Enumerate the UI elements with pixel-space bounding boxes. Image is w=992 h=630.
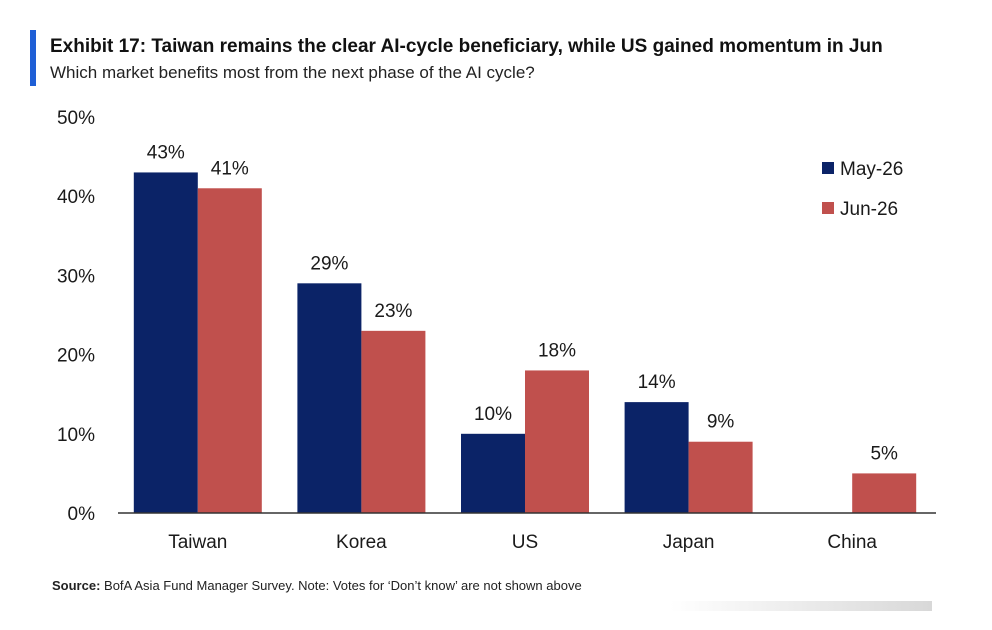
y-tick-label: 30% [57,266,95,287]
y-tick-label: 0% [68,504,96,525]
data-label: 23% [374,301,412,322]
y-tick-label: 10% [57,425,95,446]
bar-jun [525,370,589,513]
bar-may [133,172,198,513]
source-note: Source: BofA Asia Fund Manager Survey. N… [52,578,582,593]
bar-may [297,283,362,513]
x-tick-label: China [827,532,877,553]
bar-jun [688,441,753,513]
bar-jun [197,188,262,513]
data-label: 43% [147,142,185,163]
x-tick-label: Japan [663,532,715,553]
source-label: Source: [52,578,101,593]
legend-label: Jun-26 [840,199,898,220]
corner-mark [670,601,932,611]
data-label: 9% [707,412,735,433]
chart-title: Exhibit 17: Taiwan remains the clear AI-… [50,36,883,57]
data-label: 18% [538,340,576,361]
y-tick-label: 40% [57,187,95,208]
accent-bar [30,30,36,86]
legend-swatch [822,162,834,174]
x-tick-label: Taiwan [168,532,227,553]
chart-subtitle: Which market benefits most from the next… [50,63,535,82]
data-label: 29% [310,253,348,274]
x-tick-label: US [512,532,538,553]
data-label: 41% [211,158,249,179]
legend-label: May-26 [840,159,903,180]
source-text: BofA Asia Fund Manager Survey. Note: Vot… [100,578,582,593]
x-tick-label: Korea [336,532,387,553]
bar-jun [361,330,426,513]
y-tick-label: 20% [57,346,95,367]
bar-may [461,433,525,513]
legend-swatch [822,202,834,214]
y-tick-label: 50% [57,108,95,129]
data-label: 14% [638,372,676,393]
data-label: 10% [474,404,512,425]
data-label: 5% [870,443,898,464]
bar-jun [852,473,917,513]
bar-may [624,402,689,513]
